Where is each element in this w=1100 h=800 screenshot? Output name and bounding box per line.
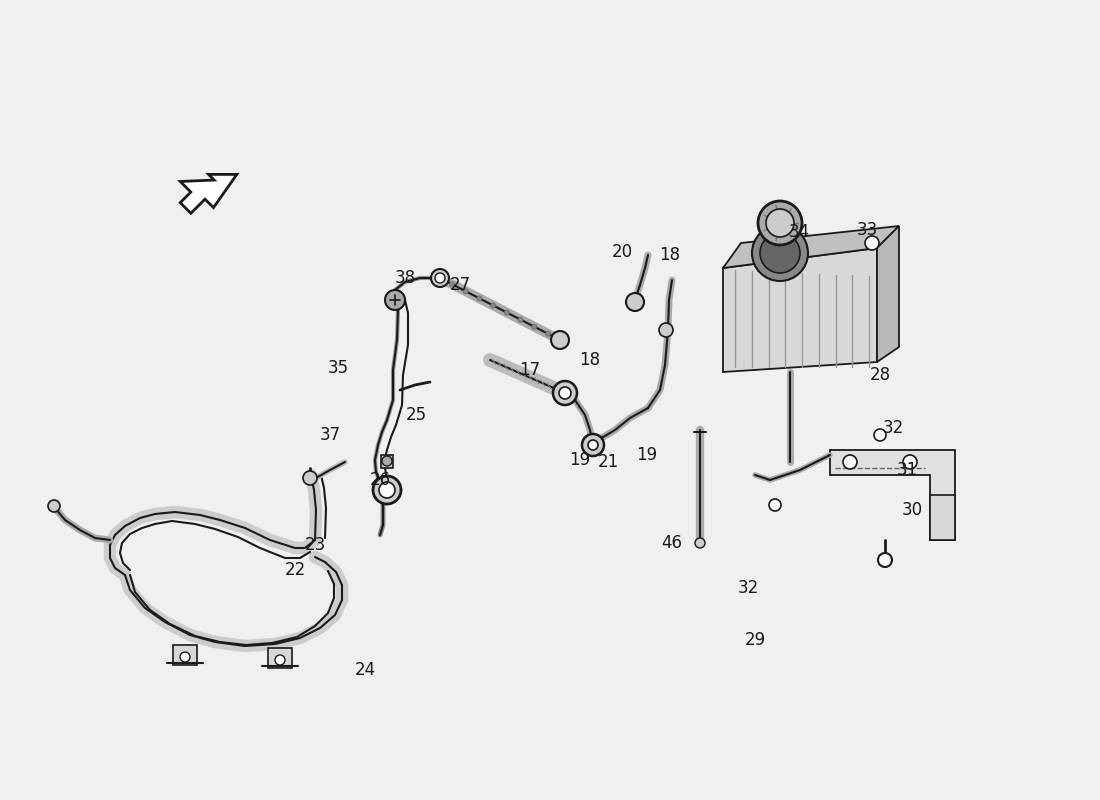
Polygon shape [173,645,197,665]
Text: 20: 20 [612,243,632,261]
Text: 26: 26 [370,471,390,489]
Text: 28: 28 [869,366,891,384]
Circle shape [302,471,317,485]
Circle shape [903,455,917,469]
Circle shape [553,381,578,405]
Text: 18: 18 [659,246,681,264]
Circle shape [450,282,454,286]
Polygon shape [877,226,899,362]
Text: 38: 38 [395,269,416,287]
Text: 22: 22 [285,561,306,579]
Circle shape [695,538,705,548]
Polygon shape [180,174,236,214]
Circle shape [551,331,569,349]
Circle shape [48,500,60,512]
Circle shape [434,273,446,283]
Circle shape [477,296,482,301]
Circle shape [379,482,395,498]
Circle shape [491,303,496,308]
Text: 33: 33 [857,221,878,239]
Text: 32: 32 [882,419,903,437]
Text: 29: 29 [745,631,766,649]
Circle shape [559,387,571,399]
Polygon shape [830,450,955,540]
Circle shape [752,225,808,281]
Circle shape [588,440,598,450]
Polygon shape [723,248,877,372]
Circle shape [865,236,879,250]
Text: 23: 23 [305,536,326,554]
Circle shape [760,233,800,273]
Text: 19: 19 [637,446,658,464]
Circle shape [843,455,857,469]
Text: 17: 17 [519,361,540,379]
Circle shape [546,331,550,336]
Circle shape [659,323,673,337]
Circle shape [275,655,285,665]
Circle shape [382,456,392,466]
Text: 18: 18 [580,351,601,369]
Circle shape [626,293,644,311]
Text: 21: 21 [597,453,618,471]
Text: 24: 24 [354,661,375,679]
Circle shape [878,553,892,567]
Text: 32: 32 [737,579,759,597]
Circle shape [518,317,524,322]
Text: 35: 35 [328,359,349,377]
Text: 25: 25 [406,406,427,424]
Circle shape [180,652,190,662]
Polygon shape [723,226,899,268]
Polygon shape [381,455,393,468]
Circle shape [531,324,537,330]
Circle shape [431,269,449,287]
Text: 31: 31 [896,461,917,479]
Text: 27: 27 [450,276,471,294]
Circle shape [373,476,402,504]
Text: 34: 34 [789,223,810,241]
Text: 46: 46 [661,534,682,552]
Polygon shape [268,648,292,668]
Circle shape [385,290,405,310]
Circle shape [758,201,802,245]
Circle shape [582,434,604,456]
Circle shape [769,499,781,511]
Circle shape [766,209,794,237]
Text: 19: 19 [570,451,591,469]
Circle shape [874,429,886,441]
Circle shape [463,289,469,294]
Circle shape [505,310,509,315]
Polygon shape [930,495,955,540]
Text: 30: 30 [901,501,923,519]
Text: 37: 37 [319,426,341,444]
